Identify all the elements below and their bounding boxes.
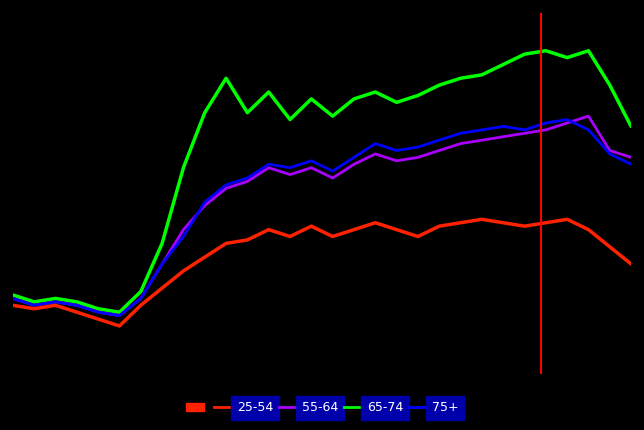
Legend: , 25-54, 55-64, 65-74, 75+: , 25-54, 55-64, 65-74, 75+ [180,396,464,419]
